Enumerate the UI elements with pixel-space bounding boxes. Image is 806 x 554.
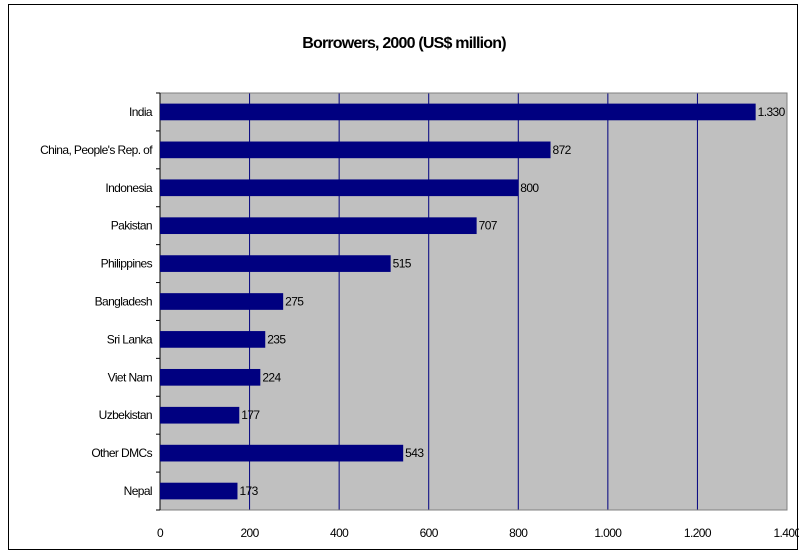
chart-frame: Borrowers, 2000 (US$ million) India 1.330… — [8, 4, 798, 550]
data-label: 275 — [285, 295, 304, 309]
x-tick-label: 800 — [509, 526, 528, 540]
x-tick-label: 0 — [157, 526, 164, 540]
category-label: Bangladesh — [95, 295, 152, 309]
data-label: 235 — [267, 332, 286, 346]
x-tick-label: 1.200 — [684, 526, 712, 540]
data-label: 173 — [239, 484, 258, 498]
data-label: 177 — [241, 408, 260, 422]
category-label: Uzbekistan — [99, 408, 152, 422]
category-label: Viet Nam — [108, 370, 153, 384]
category-label: India — [129, 105, 153, 119]
plot-area: India 1.330 China, People's Rep. of 872 Indo… — [40, 93, 799, 540]
data-label: 1.330 — [758, 105, 786, 119]
bar — [160, 179, 518, 196]
x-tick-label: 600 — [420, 526, 439, 540]
data-label: 515 — [393, 257, 412, 271]
bar — [160, 331, 265, 348]
bar — [160, 407, 239, 424]
bar — [160, 293, 283, 310]
bar — [160, 142, 551, 159]
category-label: Sri Lanka — [107, 332, 153, 346]
x-tick-label: 200 — [240, 526, 259, 540]
x-tick-label: 400 — [330, 526, 349, 540]
chart-svg: India 1.330 China, People's Rep. of 872 Indo… — [9, 5, 799, 551]
bar — [160, 255, 391, 272]
data-label: 224 — [262, 370, 281, 384]
x-tick-label: 1.400 — [773, 526, 799, 540]
bar — [160, 445, 403, 462]
category-label: Other DMCs — [91, 446, 152, 460]
data-label: 872 — [553, 143, 572, 157]
x-tick-label: 1.000 — [594, 526, 622, 540]
category-label: Indonesia — [105, 181, 153, 195]
data-label: 707 — [479, 219, 498, 233]
category-label: Nepal — [124, 484, 152, 498]
category-label: China, People's Rep. of — [40, 143, 153, 157]
category-label: Philippines — [101, 257, 153, 271]
category-label: Pakistan — [111, 219, 152, 233]
bar — [160, 483, 237, 500]
bar — [160, 369, 260, 386]
data-label: 543 — [405, 446, 424, 460]
bar — [160, 217, 477, 234]
data-label: 800 — [520, 181, 539, 195]
bar — [160, 104, 756, 121]
